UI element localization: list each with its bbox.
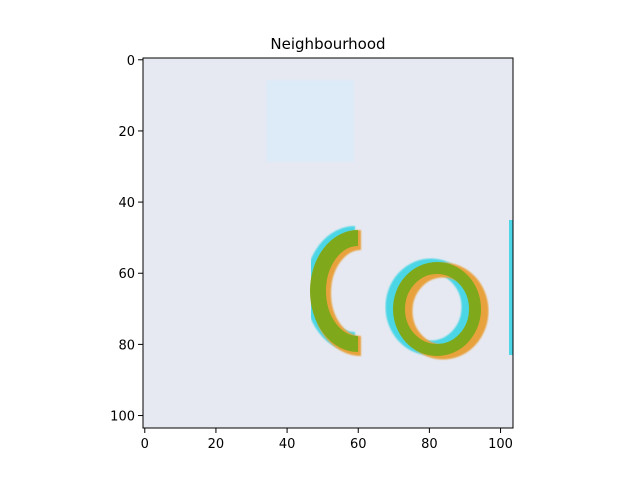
x-tick-label: 20 (208, 437, 225, 452)
partial-next-letter (509, 220, 513, 355)
x-tick-label: 100 (488, 437, 513, 452)
letter-c-glyph (305, 226, 362, 356)
y-tick-label: 40 (118, 196, 135, 211)
letter-o-glyph (385, 258, 489, 360)
y-tick-label: 0 (127, 54, 135, 69)
y-axis: 0 20 40 60 80 100 (110, 54, 143, 425)
x-axis: 0 20 40 60 80 100 (141, 428, 513, 452)
x-tick-label: 60 (350, 437, 367, 452)
y-tick-label: 20 (118, 125, 135, 140)
light-blue-patch (266, 80, 354, 162)
axes-frame (142, 57, 514, 429)
y-tick-label: 80 (118, 338, 135, 353)
x-tick-label: 0 (141, 437, 149, 452)
chart-title: Neighbourhood (270, 35, 385, 53)
y-tick-label: 100 (110, 410, 135, 425)
image-area (143, 58, 513, 428)
x-tick-label: 40 (279, 437, 296, 452)
x-tick-label: 80 (421, 437, 438, 452)
y-tick-label: 60 (118, 267, 135, 282)
